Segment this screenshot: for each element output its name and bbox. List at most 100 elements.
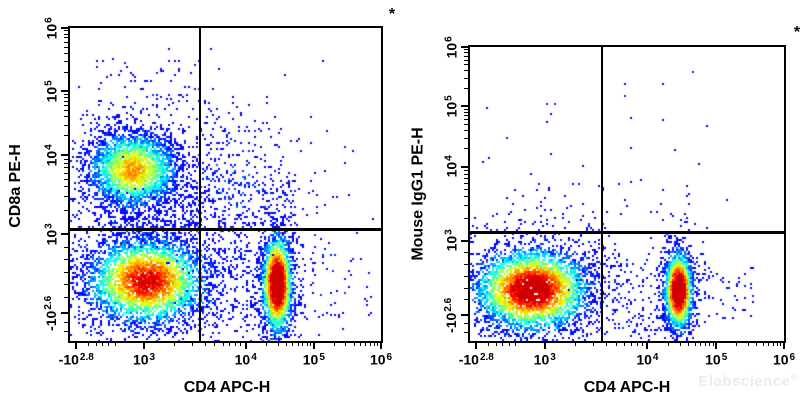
- x-tick-label-text: 105: [302, 351, 325, 368]
- y-tick-label-text: 103: [43, 223, 60, 246]
- x-minor-tick: [772, 343, 774, 346]
- y-minor-tick: [64, 158, 68, 160]
- y-major-tick: [61, 90, 68, 93]
- y-minor-tick: [464, 108, 468, 110]
- x-major-tick: [715, 343, 718, 349]
- x-minor-tick: [748, 343, 750, 346]
- y-minor-tick: [464, 111, 468, 113]
- y-minor-tick: [464, 70, 468, 72]
- y-minor-tick: [464, 115, 468, 117]
- y-tick-label-text: 105: [43, 80, 60, 103]
- x-minor-tick: [780, 343, 782, 346]
- x-minor-tick: [694, 343, 696, 346]
- y-minor-tick: [64, 37, 68, 39]
- x-minor-tick: [360, 343, 362, 346]
- y-minor-tick: [64, 41, 68, 43]
- y-minor-tick: [464, 60, 468, 62]
- x-major-tick: [783, 343, 785, 349]
- density-scatter-canvas-left: [70, 28, 381, 341]
- y-minor-tick: [464, 169, 468, 171]
- x-minor-tick: [630, 343, 632, 346]
- y-minor-tick: [64, 271, 68, 273]
- y-minor-tick: [464, 182, 468, 184]
- quadrant-gate-horizontal-line: [70, 227, 381, 231]
- y-major-tick: [461, 46, 468, 48]
- x-major-tick: [543, 343, 546, 349]
- y-minor-tick: [464, 55, 468, 57]
- x-minor-tick: [763, 343, 765, 346]
- y-minor-tick: [464, 119, 468, 121]
- x-tick-label-text: 106: [772, 351, 796, 368]
- x-minor-tick: [641, 343, 643, 346]
- x-minor-tick: [306, 343, 308, 346]
- y-minor-tick: [464, 124, 468, 126]
- x-minor-tick: [88, 343, 90, 346]
- y-minor-tick: [64, 124, 68, 126]
- x-minor-tick: [214, 343, 216, 346]
- y-minor-tick: [64, 163, 68, 165]
- y-minor-tick: [64, 172, 68, 174]
- x-minor-tick: [333, 343, 335, 346]
- y-minor-tick: [464, 188, 468, 190]
- x-major-tick: [75, 343, 78, 349]
- y-tick-label-text: 106: [43, 16, 60, 40]
- watermark-registered-icon: ®: [790, 372, 798, 382]
- x-minor-tick: [776, 343, 778, 346]
- watermark-text: Elabscience: [698, 373, 791, 390]
- x-minor-tick: [277, 343, 279, 346]
- x-tick-label-text: 104: [636, 351, 659, 368]
- x-minor-tick: [593, 343, 595, 346]
- y-major-tick: [461, 165, 468, 168]
- x-minor-tick: [615, 343, 617, 346]
- x-minor-tick: [95, 343, 97, 346]
- y-minor-tick: [64, 104, 68, 106]
- x-minor-tick: [222, 343, 224, 346]
- x-major-tick: [244, 343, 247, 349]
- y-minor-tick: [464, 173, 468, 175]
- x-minor-tick: [606, 343, 608, 346]
- x-minor-tick: [302, 343, 304, 346]
- y-minor-tick: [64, 96, 68, 98]
- x-minor-tick: [204, 343, 206, 346]
- x-minor-tick: [353, 343, 355, 346]
- x-major-tick: [312, 343, 315, 349]
- y-minor-tick: [464, 287, 468, 289]
- y-minor-tick: [64, 110, 68, 112]
- x-minor-tick: [265, 343, 267, 346]
- y-tick-label-text: 106: [443, 35, 460, 59]
- x-minor-tick: [310, 343, 312, 346]
- x-minor-tick: [229, 343, 231, 346]
- y-minor-tick: [464, 129, 468, 131]
- x-minor-tick: [768, 343, 770, 346]
- x-minor-tick: [496, 343, 498, 346]
- y-major-tick: [61, 27, 68, 29]
- y-minor-tick: [464, 331, 468, 333]
- y-minor-tick: [464, 52, 468, 54]
- density-scatter-canvas-right: [470, 47, 784, 341]
- y-major-tick: [461, 105, 468, 108]
- x-tick-label-text: 105: [705, 351, 728, 368]
- x-minor-tick: [235, 343, 237, 346]
- y-minor-tick: [64, 284, 68, 286]
- y-minor-tick: [464, 147, 468, 149]
- x-major-tick: [475, 343, 478, 349]
- x-minor-tick: [704, 343, 706, 346]
- y-minor-tick: [464, 177, 468, 179]
- plot-area-cd8a-vs-cd4: [68, 26, 383, 343]
- y-major-tick: [61, 312, 68, 315]
- x-minor-tick: [240, 343, 242, 346]
- x-minor-tick: [102, 343, 104, 346]
- y-major-tick: [61, 233, 68, 236]
- x-major-tick: [646, 343, 649, 349]
- x-tick-label-text: 103: [132, 351, 156, 368]
- x-minor-tick: [508, 343, 510, 346]
- y-minor-tick: [464, 322, 468, 324]
- x-major-tick: [143, 343, 146, 349]
- y-tick-label-text: 103: [443, 229, 460, 252]
- y-minor-tick: [64, 52, 68, 54]
- x-minor-tick: [488, 343, 490, 346]
- y-minor-tick: [64, 167, 68, 169]
- y-tick-label-text: -102.6: [443, 297, 460, 333]
- x-minor-tick: [736, 343, 738, 346]
